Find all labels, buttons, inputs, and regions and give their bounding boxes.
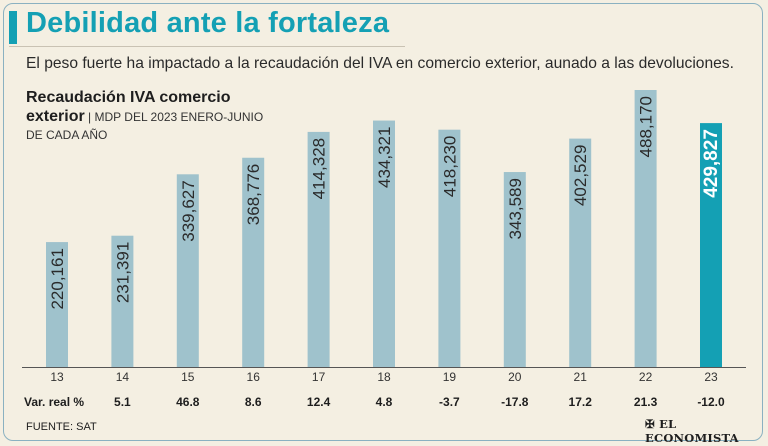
bar-value-label: 231,391 [113,242,132,303]
bar [111,235,134,367]
x-tick-label: 19 [443,370,457,384]
x-tick-label: 22 [639,370,653,384]
bar-value-label: 488,170 [637,96,656,157]
x-tick-label: 13 [50,370,64,384]
bar-value-label: 343,589 [506,178,525,239]
headline-rule [9,46,405,47]
x-tick-label: 23 [704,370,718,384]
x-tick-label: 20 [508,370,522,384]
bar [46,242,68,367]
bar [307,131,330,367]
bar [569,138,592,367]
chart-frame [3,3,763,441]
chart-unit-line1: MDP DEL 2023 ENERO-JUNIO [94,110,264,124]
chart-title-line1: Recaudación IVA comercio [26,89,231,106]
chart-title: Recaudación IVA comercio exterior | MDP … [26,88,296,143]
bar [373,120,395,367]
bar-value-label: 220,161 [48,248,67,309]
bar [176,174,199,367]
bar-value-label: 434,321 [375,127,394,188]
bar-value-label: 418,230 [440,136,459,197]
x-tick-label: 16 [247,370,261,384]
bar [700,123,722,368]
real-change-value: -12.0 [697,395,725,409]
real-change-value: -17.8 [501,395,529,409]
real-change-value: -3.7 [439,395,460,409]
bar-value-label: 368,776 [244,164,263,225]
subtitle: El peso fuerte ha impactado a la recauda… [26,55,734,72]
headline: Debilidad ante la fortaleza [26,7,390,39]
chart-title-line2: exterior [26,108,85,125]
real-change-value: 5.1 [114,395,131,409]
bar-value-label: 402,529 [571,145,590,206]
chart-unit-line2: DE CADA AÑO [26,128,108,142]
x-tick-label: 21 [574,370,588,384]
bar [634,90,657,367]
x-tick-label: 18 [377,370,391,384]
real-change-value: 4.8 [376,395,393,409]
real-change-value: 46.8 [176,395,200,409]
bar [503,172,526,367]
logo-text: EL ECONOMISTA [645,417,739,445]
x-tick-label: 14 [116,370,130,384]
real-change-value: 12.4 [307,395,331,409]
real-change-value: 8.6 [245,395,262,409]
bar [438,129,461,367]
chart-unit-separator: | [84,110,95,124]
bar-value-label: 339,627 [179,180,198,241]
source-note: FUENTE: SAT [26,421,97,433]
headline-accent-bar [9,11,17,44]
x-tick-label: 15 [181,370,195,384]
bar-value-label: 429,827 [701,129,722,198]
real-change-row-label: Var. real % [24,395,84,409]
real-change-value: 17.2 [569,395,593,409]
x-tick-label: 17 [312,370,326,384]
bar [242,157,265,367]
el-economista-logo: ✠ EL ECONOMISTA [645,417,768,445]
logo-emblem-icon: ✠ [645,417,655,431]
real-change-value: 21.3 [634,395,658,409]
bar-value-label: 414,328 [310,138,329,199]
